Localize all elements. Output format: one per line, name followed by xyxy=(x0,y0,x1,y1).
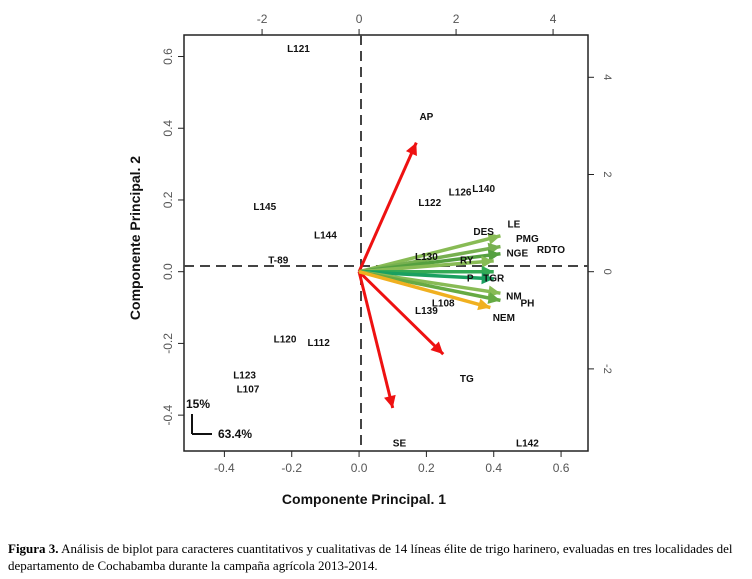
y-axis-title: Componente Principal. 2 xyxy=(127,156,143,320)
variable-label: TGR xyxy=(483,274,505,285)
point-label: L112 xyxy=(308,338,331,349)
loading-arrow-head xyxy=(430,341,444,355)
right-tick-label: 2 xyxy=(601,171,613,177)
point-label: TG xyxy=(460,374,474,385)
loading-arrow-head xyxy=(481,255,494,268)
biplot-figure: -0.4 -0.2 0.0 0.2 0.4 0.6 -0.4 -0.2 0.0 0.2 0.4 0.6… xyxy=(127,12,613,507)
y-tick-label: -0.2 xyxy=(161,333,175,354)
point-label: SE xyxy=(393,438,407,449)
plot-frame xyxy=(183,34,589,452)
loading-arrow-head xyxy=(477,298,491,311)
variable-label: RY xyxy=(460,256,474,267)
point-label: L126 xyxy=(449,187,472,198)
loading-arrow-head xyxy=(384,394,396,408)
top-tick-label: 2 xyxy=(453,12,460,26)
point-label: L130 xyxy=(415,252,438,263)
top-tick-label: -2 xyxy=(257,12,268,26)
loading-arrow-shaft xyxy=(357,271,395,409)
variable-label: NGE xyxy=(506,248,528,259)
point-label: L145 xyxy=(253,202,276,213)
point-label: L140 xyxy=(472,184,495,195)
point-label: L142 xyxy=(516,438,539,449)
loading-arrow-shaft xyxy=(357,141,418,273)
top-tick-label: 4 xyxy=(550,12,557,26)
point-label: L123 xyxy=(233,370,256,381)
variable-label: RDTO xyxy=(537,245,565,256)
point-label: L139 xyxy=(415,306,438,317)
x-tick-label: 0.4 xyxy=(485,461,502,475)
point-label: AP xyxy=(419,112,433,123)
point-label: L120 xyxy=(274,334,297,345)
right-tick-label: -2 xyxy=(601,364,613,374)
x-tick-label: -0.4 xyxy=(214,461,235,475)
variable-label: P xyxy=(467,274,474,285)
variance-legend: 15% 63.4% xyxy=(186,397,252,441)
y-tick-label: 0.0 xyxy=(161,263,175,280)
loading-arrow-head xyxy=(405,142,417,156)
variable-label: NM xyxy=(506,291,522,302)
variable-label: PMG xyxy=(516,234,539,245)
loading-arrow-head xyxy=(487,232,501,245)
right-tick-label: 4 xyxy=(601,74,613,80)
loading-arrow-head xyxy=(487,249,501,262)
figure-caption: Figura 3. Análisis de biplot para caract… xyxy=(8,540,748,574)
caption-text: Análisis de biplot para caracteres cuant… xyxy=(8,541,733,573)
loading-arrow-shaft xyxy=(358,234,501,274)
y-tick-label: 0.6 xyxy=(161,48,175,65)
x-tick-label: 0.6 xyxy=(553,461,570,475)
loading-arrow-shaft xyxy=(358,269,494,281)
loading-arrow-shaft xyxy=(358,259,494,274)
x-tick-label: 0.0 xyxy=(351,461,368,475)
loading-arrow-shaft xyxy=(358,270,445,356)
y-tick-label: 0.2 xyxy=(161,191,175,208)
loading-arrow-head xyxy=(487,292,501,304)
variable-label: LE xyxy=(508,220,521,231)
variance-legend-horizontal-label: 63.4% xyxy=(218,427,252,441)
variable-label: NEM xyxy=(493,313,515,324)
right-tick-label: 0 xyxy=(601,269,613,275)
variable-label: PH xyxy=(520,299,534,310)
x-axis-title: Componente Principal. 1 xyxy=(282,491,446,507)
point-label: L108 xyxy=(432,299,455,310)
x-tick-label: 0.2 xyxy=(418,461,435,475)
point-label: L121 xyxy=(287,44,310,55)
y-tick-label: 0.4 xyxy=(161,120,175,137)
point-label: L107 xyxy=(237,385,260,396)
point-label: L122 xyxy=(418,198,441,209)
variance-legend-vertical-label: 15% xyxy=(186,397,210,411)
point-label: L144 xyxy=(314,230,337,241)
loading-arrow-head xyxy=(481,272,494,285)
point-label: T-89 xyxy=(268,256,288,267)
y-tick-label: -0.4 xyxy=(161,404,175,425)
top-tick-label: 0 xyxy=(356,12,363,26)
variable-label: DES xyxy=(473,227,494,238)
loading-arrow-shaft xyxy=(358,270,491,310)
caption-prefix: Figura 3. xyxy=(8,541,59,556)
x-tick-label: -0.2 xyxy=(281,461,302,475)
